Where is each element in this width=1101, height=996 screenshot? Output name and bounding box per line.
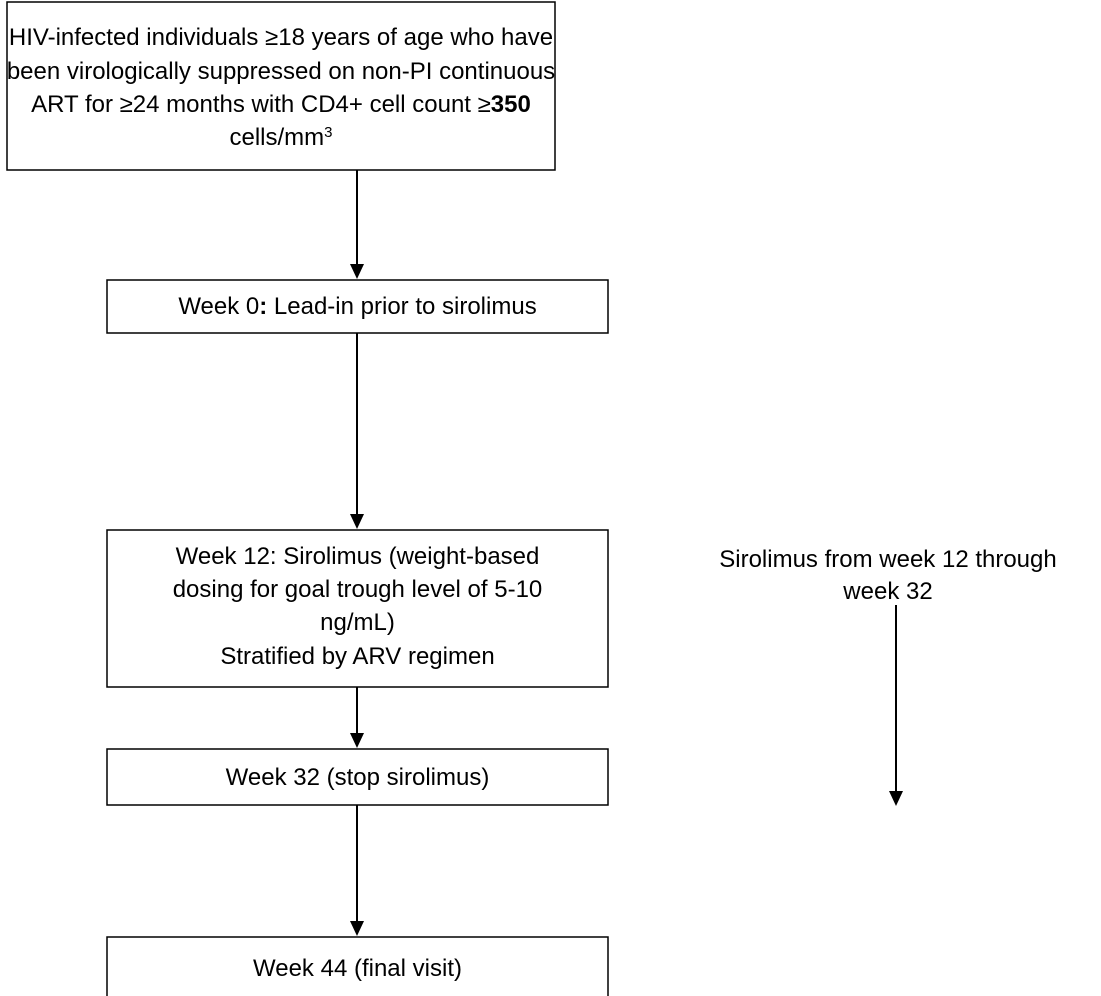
text-segment: been virologically suppressed on non-PI … xyxy=(7,58,555,85)
text-segment: ART for ≥24 months with CD4+ cell count … xyxy=(31,91,491,118)
flow-box xyxy=(6,1,556,171)
text-line: dosing for goal trough level of 5-10 xyxy=(173,576,543,603)
text-segment: ng/mL) xyxy=(320,609,395,636)
text-line: Stratified by ARV regimen xyxy=(220,643,494,670)
text-segment: dosing for goal trough level of 5-10 xyxy=(173,576,543,603)
text-segment: 3 xyxy=(324,124,332,141)
arrow-head xyxy=(350,921,364,936)
text-segment: HIV-infected individuals ≥18 years of ag… xyxy=(9,24,553,51)
text-segment: cells/mm xyxy=(229,124,324,151)
text-line: week 32 xyxy=(842,578,932,605)
text-line: been virologically suppressed on non-PI … xyxy=(7,58,555,85)
text-line: Week 0: Lead-in prior to sirolimus xyxy=(178,293,536,320)
arrow-head xyxy=(350,264,364,279)
arrows xyxy=(350,170,903,936)
arrow-head xyxy=(889,791,903,806)
text-line: HIV-infected individuals ≥18 years of ag… xyxy=(9,24,553,51)
text-segment: Stratified by ARV regimen xyxy=(220,643,494,670)
flow-box xyxy=(106,936,609,996)
text-segment: 350 xyxy=(491,91,531,118)
flow-box xyxy=(106,279,609,334)
text-segment: Week 44 (final visit) xyxy=(253,955,462,982)
flow-box xyxy=(106,748,609,806)
text-line: Week 32 (stop sirolimus) xyxy=(226,764,490,791)
text-segment: Week 32 (stop sirolimus) xyxy=(226,764,490,791)
text-line: ART for ≥24 months with CD4+ cell count … xyxy=(31,91,531,118)
text-segment: Sirolimus from week 12 through xyxy=(719,546,1056,573)
arrow-head xyxy=(350,514,364,529)
text-line: cells/mm3 xyxy=(229,124,332,152)
text-segment: week 32 xyxy=(842,578,932,605)
text-line: Week 44 (final visit) xyxy=(253,955,462,982)
flow-box xyxy=(106,529,609,688)
arrow-head xyxy=(350,733,364,748)
text-segment: Lead-in prior to sirolimus xyxy=(267,293,536,320)
text-line: Sirolimus from week 12 through xyxy=(719,546,1056,573)
text-line: Week 12: Sirolimus (weight-based xyxy=(176,543,540,570)
text-segment: Week 0 xyxy=(178,293,259,320)
text-line: ng/mL) xyxy=(320,609,395,636)
text-segment: : xyxy=(259,293,267,320)
text-segment: Week 12: Sirolimus (weight-based xyxy=(176,543,540,570)
